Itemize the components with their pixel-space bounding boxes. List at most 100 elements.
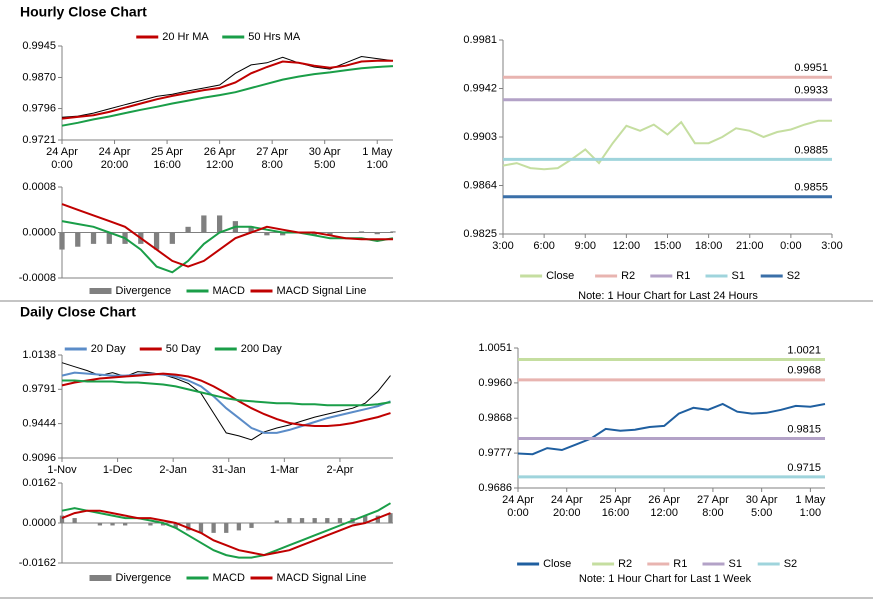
divergence-bar	[343, 232, 349, 233]
divergence-bar	[59, 232, 65, 250]
y-tick-label: -0.0162	[19, 557, 56, 569]
series-line	[61, 509, 391, 557]
series-line	[61, 371, 391, 434]
divergence-bar	[198, 523, 204, 533]
x-tick-label: 31-Jan	[212, 464, 246, 476]
level-label: 0.9951	[794, 62, 828, 74]
series-line	[61, 372, 391, 427]
legend-label: R2	[618, 558, 632, 570]
y-tick-label: 0.9870	[22, 71, 56, 83]
x-tick-label: 6:00	[533, 240, 554, 252]
divergence-bar	[390, 231, 396, 233]
legend-label: 50 Day	[166, 343, 201, 355]
level-label: 1.0021	[787, 344, 821, 356]
x-tick-label: 9:00	[575, 240, 596, 252]
divergence-bar	[358, 231, 365, 233]
x-tick-label: 25 Apr 16:00	[600, 494, 632, 519]
divergence-bar	[261, 523, 267, 524]
x-tick-label: 0:00	[780, 240, 801, 252]
x-tick-label: 25 Apr 16:00	[151, 146, 183, 171]
series-line	[61, 362, 391, 441]
legend-label: MACD	[213, 572, 245, 584]
x-tick-label: 18:00	[695, 240, 723, 252]
x-tick-label: 30 Apr 5:00	[309, 146, 341, 171]
series-line	[61, 59, 393, 120]
divergence-bar	[337, 518, 343, 523]
legend-swatch	[89, 575, 112, 581]
divergence-bar	[374, 232, 380, 235]
chart-note: Note: 1 Hour Chart for Last 24 Hours	[578, 290, 758, 302]
divergence-bar	[280, 232, 286, 236]
x-tick-label: 1-Dec	[103, 464, 133, 476]
divergence-bar	[363, 515, 368, 523]
y-tick-label: 0.9777	[478, 447, 512, 459]
x-tick-label: 3:00	[492, 240, 513, 252]
divergence-bar	[123, 523, 128, 526]
legend-label: S1	[732, 270, 745, 282]
x-tick-label: 1-Mar	[270, 464, 299, 476]
legend-label: 50 Hrs MA	[248, 31, 301, 43]
divergence-bar	[160, 523, 166, 526]
x-tick-label: 1 May 1:00	[362, 146, 392, 171]
divergence-bar	[59, 515, 65, 523]
legend-label: MACD Signal Line	[277, 285, 367, 297]
y-tick-label: 0.0000	[22, 226, 56, 238]
series-line	[61, 502, 392, 559]
divergence-bar	[311, 232, 317, 236]
y-tick-label: 0.0000	[22, 517, 56, 529]
legend-label: R2	[621, 270, 635, 282]
series-line	[62, 379, 391, 407]
divergence-bar	[72, 518, 77, 523]
series-line	[61, 220, 394, 274]
divergence-bar	[216, 215, 223, 233]
section-title: Daily Close Chart	[20, 304, 136, 320]
x-tick-label: 26 Apr 12:00	[204, 146, 236, 171]
y-tick-label: 0.9868	[478, 412, 512, 424]
divergence-bar	[287, 518, 292, 523]
y-tick-label: 0.9981	[463, 34, 497, 46]
x-tick-label: 1-Nov	[47, 464, 77, 476]
y-tick-label: 0.9444	[22, 418, 56, 430]
divergence-bar	[169, 232, 175, 244]
legend-label: S2	[784, 558, 797, 570]
divergence-bar	[211, 523, 216, 533]
divergence-bar	[248, 226, 254, 233]
legend-label: R1	[673, 558, 687, 570]
x-tick-label: 24 Apr 0:00	[502, 494, 534, 519]
divergence-bar	[375, 515, 380, 523]
divergence-bar	[325, 518, 330, 523]
x-tick-label: 30 Apr 5:00	[746, 494, 778, 519]
x-tick-label: 24 Apr 20:00	[551, 494, 583, 519]
divergence-bar	[236, 523, 242, 531]
divergence-bar	[388, 513, 393, 523]
divergence-bar	[173, 523, 178, 528]
divergence-bar	[185, 226, 191, 233]
y-tick-label: 0.0162	[22, 477, 56, 489]
legend-label: Close	[546, 270, 574, 282]
y-tick-label: 0.9686	[478, 482, 512, 494]
x-tick-label: 12:00	[613, 240, 641, 252]
legend-label: Close	[543, 558, 571, 570]
x-tick-label: 3:00	[821, 240, 842, 252]
divergence-bar	[264, 232, 270, 236]
divergence-bar	[274, 520, 279, 523]
chart-note: Note: 1 Hour Chart for Last 1 Week	[579, 573, 752, 585]
legend-label: 200 Day	[241, 343, 282, 355]
divergence-bar	[249, 523, 254, 528]
section-title: Hourly Close Chart	[20, 4, 147, 20]
divergence-bar	[186, 523, 191, 531]
y-tick-label: 1.0051	[478, 342, 512, 354]
divergence-bar	[90, 232, 97, 244]
level-label: 0.9855	[794, 182, 828, 194]
x-tick-label: 27 Apr 8:00	[697, 494, 729, 519]
level-label: 0.9715	[787, 462, 821, 474]
divergence-bar	[224, 523, 229, 533]
divergence-bar	[110, 523, 115, 526]
level-label: 0.9968	[787, 365, 821, 377]
x-tick-label: 15:00	[654, 240, 682, 252]
series-line	[61, 203, 393, 268]
legend-label: 20 Hr MA	[162, 31, 209, 43]
legend-label: Divergence	[116, 285, 172, 297]
x-tick-label: 1 May 1:00	[795, 494, 825, 519]
